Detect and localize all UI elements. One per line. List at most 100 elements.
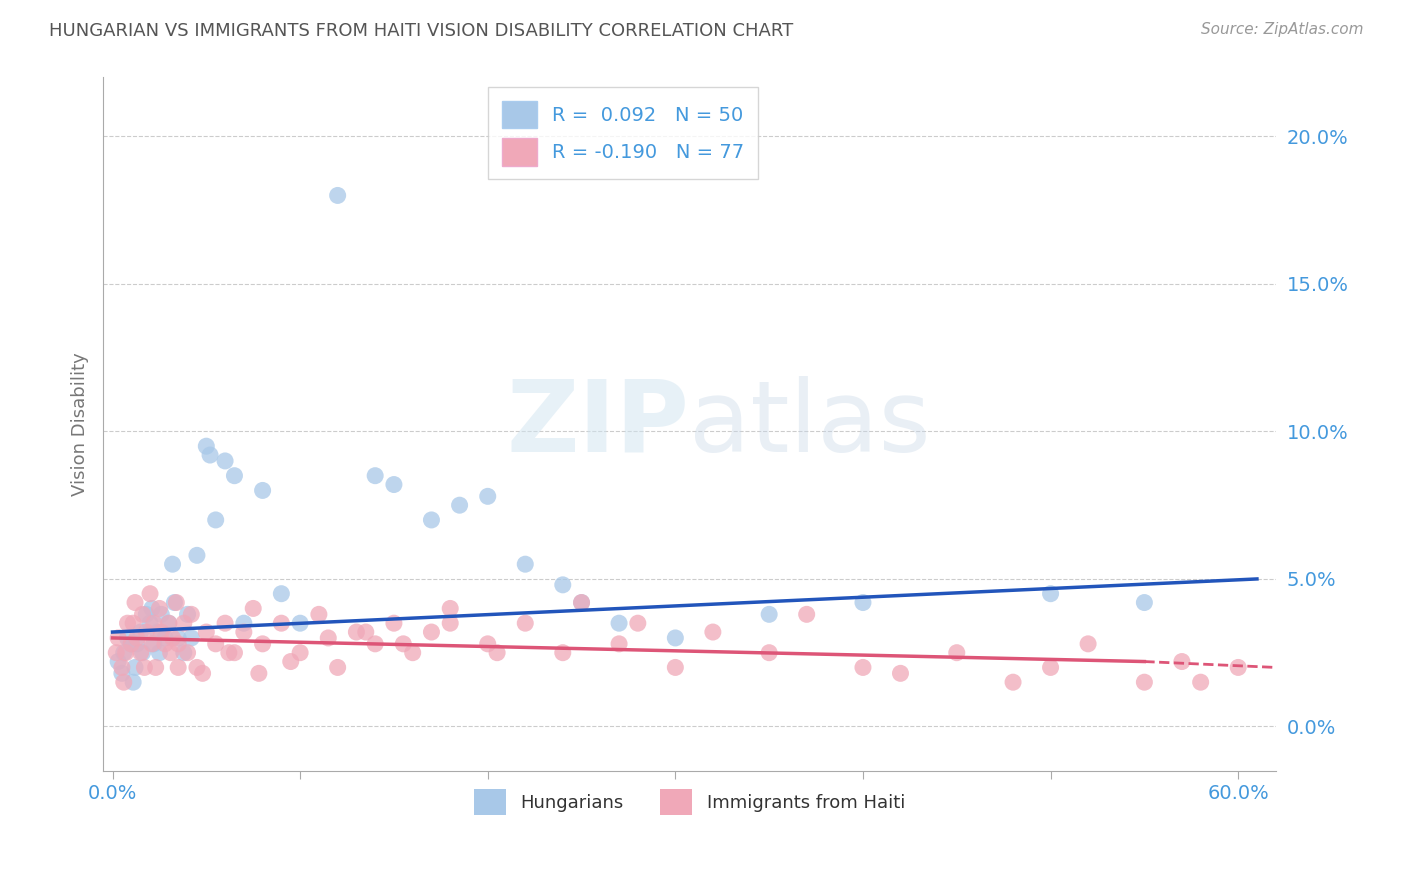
Point (224, 646, 246, 660)
Point (173, 616, 195, 631)
Point (852, 595, 875, 609)
Point (420, 513, 443, 527)
Point (326, 188, 349, 202)
Point (131, 607, 153, 622)
Point (364, 468, 387, 483)
Point (252, 483, 274, 498)
Point (148, 601, 170, 615)
Point (852, 660, 875, 674)
Point (515, 558, 537, 572)
Point (157, 616, 180, 631)
Point (111, 660, 134, 674)
Point (1189, 675, 1212, 690)
Point (1039, 587, 1062, 601)
Point (145, 660, 167, 674)
Point (758, 607, 780, 622)
Text: HUNGARIAN VS IMMIGRANTS FROM HAITI VISION DISABILITY CORRELATION CHART: HUNGARIAN VS IMMIGRANTS FROM HAITI VISIO… (49, 22, 793, 40)
Point (139, 587, 162, 601)
Point (176, 607, 198, 622)
Point (124, 595, 146, 609)
Point (1171, 655, 1194, 669)
Point (114, 646, 136, 660)
Point (439, 601, 461, 615)
Text: ZIP: ZIP (506, 376, 689, 473)
Point (571, 595, 593, 609)
Point (124, 660, 146, 674)
Point (242, 601, 264, 615)
Point (162, 558, 184, 572)
Point (354, 625, 377, 640)
Point (122, 616, 145, 631)
Point (129, 625, 152, 640)
Point (218, 646, 240, 660)
Point (186, 660, 208, 674)
Point (142, 616, 165, 631)
Point (112, 675, 135, 690)
Point (607, 616, 630, 631)
Point (167, 660, 190, 674)
Point (150, 625, 173, 640)
Point (122, 675, 145, 690)
Point (316, 631, 339, 645)
Point (551, 646, 574, 660)
Point (382, 477, 405, 491)
Point (173, 646, 195, 660)
Point (247, 666, 270, 681)
Point (214, 454, 236, 468)
Point (105, 646, 128, 660)
Point (889, 666, 911, 681)
Point (153, 637, 176, 651)
Point (180, 631, 202, 645)
Point (288, 616, 311, 631)
Point (167, 637, 190, 651)
Point (392, 637, 415, 651)
Point (758, 646, 780, 660)
Point (125, 637, 148, 651)
Point (326, 660, 349, 674)
Point (214, 616, 236, 631)
Point (439, 616, 461, 631)
Point (162, 631, 184, 645)
Point (1227, 660, 1250, 674)
Point (165, 595, 187, 609)
Point (131, 646, 153, 660)
Text: atlas: atlas (689, 376, 931, 473)
Point (111, 666, 134, 681)
Point (150, 607, 173, 622)
Point (135, 625, 157, 640)
Point (1039, 660, 1062, 674)
Point (153, 631, 176, 645)
Point (112, 646, 135, 660)
Point (117, 616, 139, 631)
Point (195, 439, 218, 453)
Point (135, 607, 157, 622)
Point (120, 637, 142, 651)
Point (1133, 595, 1156, 609)
Point (515, 616, 537, 631)
Point (270, 616, 292, 631)
Point (702, 625, 724, 640)
Point (270, 587, 292, 601)
Point (186, 549, 208, 563)
Point (1133, 675, 1156, 690)
Point (134, 660, 156, 674)
Point (382, 616, 405, 631)
Y-axis label: Vision Disability: Vision Disability (72, 352, 89, 496)
Point (402, 646, 425, 660)
Point (232, 616, 254, 631)
Point (571, 595, 593, 609)
Point (204, 513, 226, 527)
Point (232, 625, 254, 640)
Point (486, 646, 509, 660)
Point (288, 646, 311, 660)
Point (107, 655, 129, 669)
Point (163, 595, 186, 609)
Point (204, 637, 226, 651)
Point (280, 655, 302, 669)
Point (198, 448, 221, 462)
Point (449, 498, 471, 512)
Point (142, 637, 165, 651)
Point (129, 646, 152, 660)
Point (146, 625, 169, 640)
Point (157, 616, 180, 631)
